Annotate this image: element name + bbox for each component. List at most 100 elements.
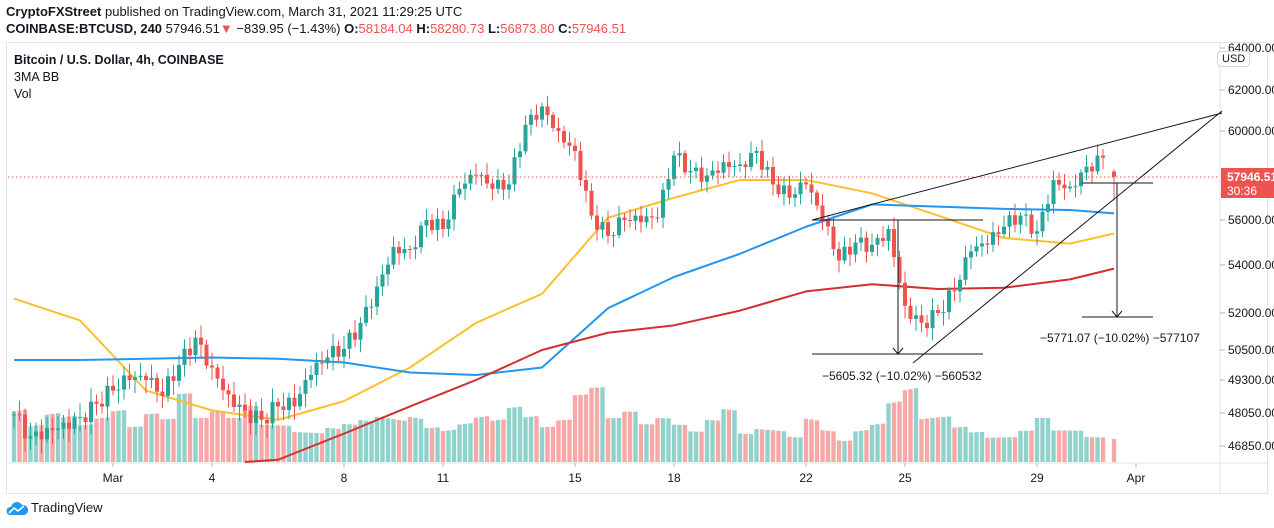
candle-body (78, 417, 82, 419)
wedge-upper-trendline[interactable] (811, 112, 1223, 221)
volume-bar (765, 429, 770, 462)
indicator-volume[interactable]: Vol (14, 87, 32, 101)
volume-bar (341, 423, 347, 462)
volume-bar (583, 394, 589, 462)
close-value: 57946.51 (571, 21, 627, 36)
measurement-2[interactable] (1082, 182, 1153, 318)
candle-body (336, 345, 341, 357)
candle-body (705, 175, 709, 182)
candle-body (182, 348, 187, 365)
candle-body (419, 225, 423, 248)
time-axis[interactable]: Mar 4 8 11 15 18 22 25 29 Apr (103, 463, 1146, 485)
volume-bar (996, 437, 1001, 462)
candle-body (259, 410, 264, 420)
volume-bar (649, 424, 655, 462)
candle-body (237, 404, 242, 408)
volume-bar (297, 432, 303, 462)
candle-body (1084, 166, 1089, 173)
candle-body (210, 365, 214, 368)
candle-body (919, 315, 924, 323)
volume-bar (913, 388, 919, 462)
candle-body (457, 188, 462, 195)
volume-bar (402, 420, 407, 462)
candle-body (105, 385, 110, 407)
volume-bar (792, 437, 798, 462)
candle-body (12, 414, 16, 416)
volume-bar (963, 426, 968, 462)
candle-body (650, 216, 654, 218)
price-tick-label: 50500.00 (1228, 343, 1274, 357)
volume-bar (132, 426, 138, 462)
candle-body (787, 185, 792, 198)
candle-body (248, 410, 253, 424)
candle-body (56, 428, 60, 430)
volume-bar (490, 420, 495, 462)
candle-body (243, 404, 247, 411)
volume-bar (990, 437, 996, 462)
candle-body (375, 286, 379, 307)
candle-body (837, 249, 841, 261)
candle-body (193, 337, 198, 356)
volume-bar (1073, 430, 1078, 462)
candle-body (914, 315, 918, 319)
volume-bar (798, 437, 803, 462)
candle-body (716, 170, 720, 173)
candle-body (408, 248, 412, 250)
last-price: 57946.51 (165, 21, 220, 36)
volume-bar (198, 418, 204, 462)
volume-bar (292, 432, 297, 462)
candle-body (496, 179, 500, 189)
volume-bar (908, 389, 913, 462)
candle-body (776, 184, 781, 195)
candle-body (314, 362, 319, 375)
time-tick-label: 15 (568, 471, 582, 485)
candle-body (446, 219, 451, 229)
candle-body (221, 378, 225, 391)
candle-body (760, 151, 764, 170)
wedge-lower-trendline[interactable] (912, 110, 1223, 364)
candle-body (133, 377, 137, 380)
volume-bar (941, 416, 946, 462)
candle-body (738, 164, 742, 166)
volume-bar (154, 413, 160, 462)
price-axis[interactable]: 64000.0062000.0060000.0056000.0054000.00… (1220, 41, 1274, 453)
volume-bar (380, 417, 385, 462)
volume-bar (836, 440, 842, 462)
tradingview-logo[interactable]: TradingView (6, 500, 103, 515)
price-tick-label: 46850.00 (1228, 439, 1274, 453)
volume-bar (1023, 430, 1029, 462)
currency-button[interactable]: USD (1217, 51, 1251, 67)
candle-body (265, 419, 269, 424)
volume-bar (220, 411, 226, 462)
candle-body (369, 306, 374, 308)
volume-bar (1089, 437, 1095, 462)
volume-bar (94, 418, 99, 462)
candle-body (611, 235, 616, 237)
volume-bar (710, 420, 715, 462)
candle-body (908, 305, 913, 319)
candle-body (655, 217, 660, 219)
candle-body (793, 194, 797, 198)
volume-bar (182, 393, 187, 462)
chart-title[interactable]: Bitcoin / U.S. Dollar, 4h, COINBASE (14, 53, 224, 67)
candle-body (974, 246, 979, 252)
volume-bar (924, 418, 930, 462)
candle-body (589, 190, 594, 216)
volume-bar (902, 390, 908, 462)
volume-bar (303, 432, 308, 462)
candles (12, 95, 1116, 454)
volume-bar (1051, 430, 1056, 462)
ma-slow-line (244, 267, 1115, 463)
indicator-3ma-bb[interactable]: 3MA BB (14, 70, 60, 84)
candle-body (573, 145, 577, 152)
price-tick-label: 54000.00 (1228, 258, 1274, 272)
measurement-1[interactable] (812, 219, 983, 355)
volume-bar (644, 424, 649, 462)
candle-body (628, 220, 632, 221)
candle-body (639, 215, 643, 223)
volume-bar (506, 408, 512, 462)
candle-body (232, 394, 236, 408)
candle-body (177, 365, 181, 381)
publisher-name[interactable]: CryptoFXStreet (6, 4, 102, 19)
